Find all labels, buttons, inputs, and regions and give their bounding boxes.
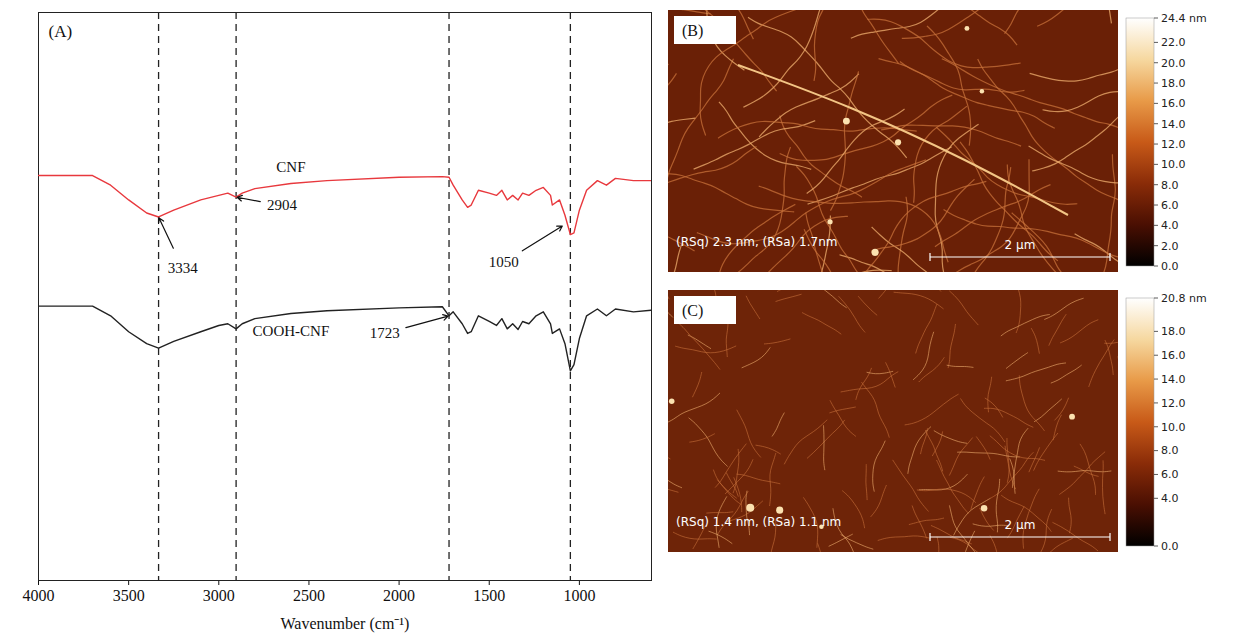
svg-text:2000: 2000 [383, 587, 415, 604]
svg-text:(B): (B) [682, 22, 703, 40]
svg-text:6.0: 6.0 [1161, 199, 1179, 212]
svg-text:16.0: 16.0 [1161, 349, 1186, 362]
svg-text:18.0: 18.0 [1161, 77, 1186, 90]
svg-text:0.0: 0.0 [1161, 260, 1179, 273]
svg-text:2500: 2500 [293, 587, 325, 604]
svg-text:8.0: 8.0 [1161, 444, 1179, 457]
svg-text:22.0: 22.0 [1161, 36, 1186, 49]
svg-text:10.0: 10.0 [1161, 421, 1186, 434]
svg-text:4.0: 4.0 [1161, 219, 1179, 232]
svg-text:CNF: CNF [276, 159, 305, 175]
svg-text:14.0: 14.0 [1161, 118, 1186, 131]
svg-text:4000: 4000 [23, 587, 55, 604]
svg-text:2 μm: 2 μm [1005, 238, 1036, 252]
svg-text:1050: 1050 [489, 254, 519, 270]
svg-text:8.0: 8.0 [1161, 179, 1179, 192]
svg-text:12.0: 12.0 [1161, 397, 1186, 410]
svg-text:(C): (C) [682, 302, 703, 320]
svg-text:14.0: 14.0 [1161, 373, 1186, 386]
svg-text:3334: 3334 [168, 260, 199, 276]
svg-text:20.8 nm: 20.8 nm [1161, 292, 1207, 305]
svg-text:2.0: 2.0 [1161, 240, 1179, 253]
svg-text:4.0: 4.0 [1161, 492, 1179, 505]
svg-text:12.0: 12.0 [1161, 138, 1186, 151]
svg-text:(RSq) 1.4 nm, (RSa) 1.1 nm: (RSq) 1.4 nm, (RSa) 1.1 nm [676, 515, 841, 529]
svg-text:24.4 nm: 24.4 nm [1161, 12, 1207, 25]
svg-text:16.0: 16.0 [1161, 97, 1186, 110]
svg-text:(A): (A) [49, 22, 73, 41]
svg-text:18.0: 18.0 [1161, 325, 1186, 338]
svg-text:20.0: 20.0 [1161, 57, 1186, 70]
svg-text:1000: 1000 [563, 587, 595, 604]
svg-text:COOH-CNF: COOH-CNF [253, 323, 330, 339]
svg-text:10.0: 10.0 [1161, 158, 1186, 171]
svg-text:0.0: 0.0 [1161, 540, 1179, 553]
svg-text:1723: 1723 [370, 325, 400, 341]
svg-text:Wavenumber (cm⁻¹): Wavenumber (cm⁻¹) [281, 615, 410, 633]
svg-text:3500: 3500 [113, 587, 145, 604]
svg-text:(RSq) 2.3 nm, (RSa) 1.7nm: (RSq) 2.3 nm, (RSa) 1.7nm [676, 235, 837, 249]
svg-text:3000: 3000 [203, 587, 235, 604]
svg-text:1500: 1500 [473, 587, 505, 604]
svg-text:2904: 2904 [267, 197, 298, 213]
svg-text:2 μm: 2 μm [1005, 518, 1036, 532]
svg-text:6.0: 6.0 [1161, 468, 1179, 481]
